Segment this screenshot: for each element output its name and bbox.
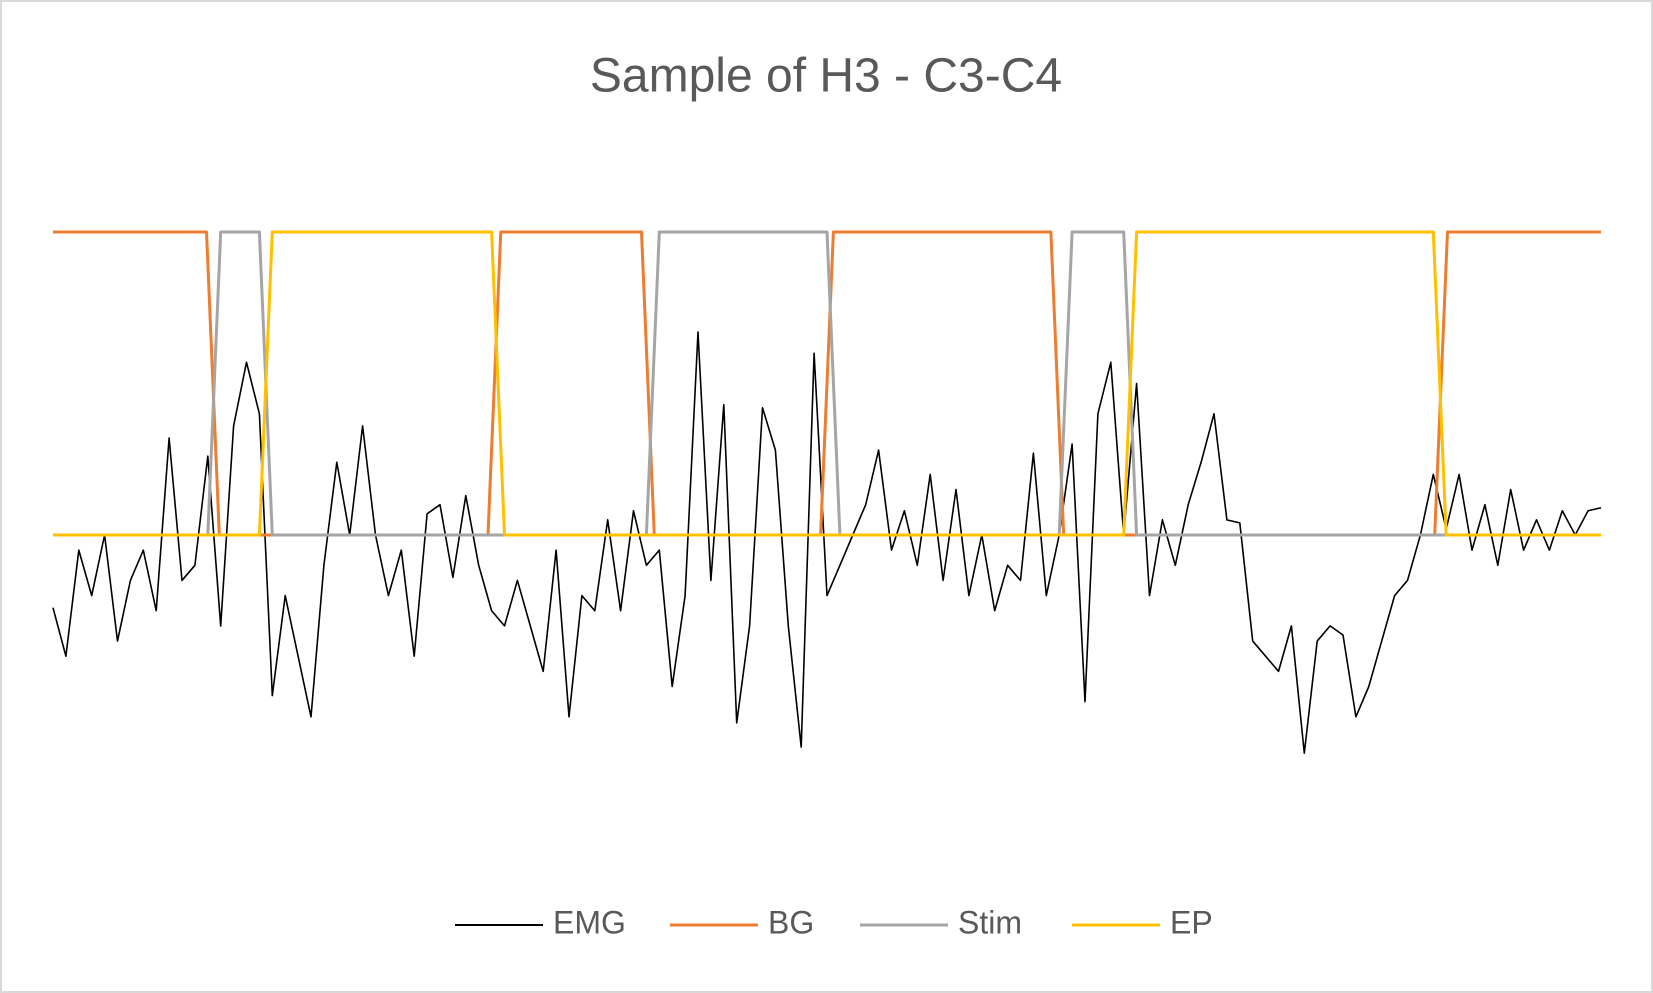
legend-label: EP [1170, 904, 1213, 940]
chart-title: Sample of H3 - C3-C4 [590, 50, 1062, 103]
series-line [52, 331, 1602, 754]
series-line [53, 230, 1601, 537]
legend-label: EMG [553, 904, 626, 940]
legend-label: Stim [958, 904, 1022, 940]
series-line [53, 230, 1601, 537]
legend-label: BG [768, 904, 814, 940]
